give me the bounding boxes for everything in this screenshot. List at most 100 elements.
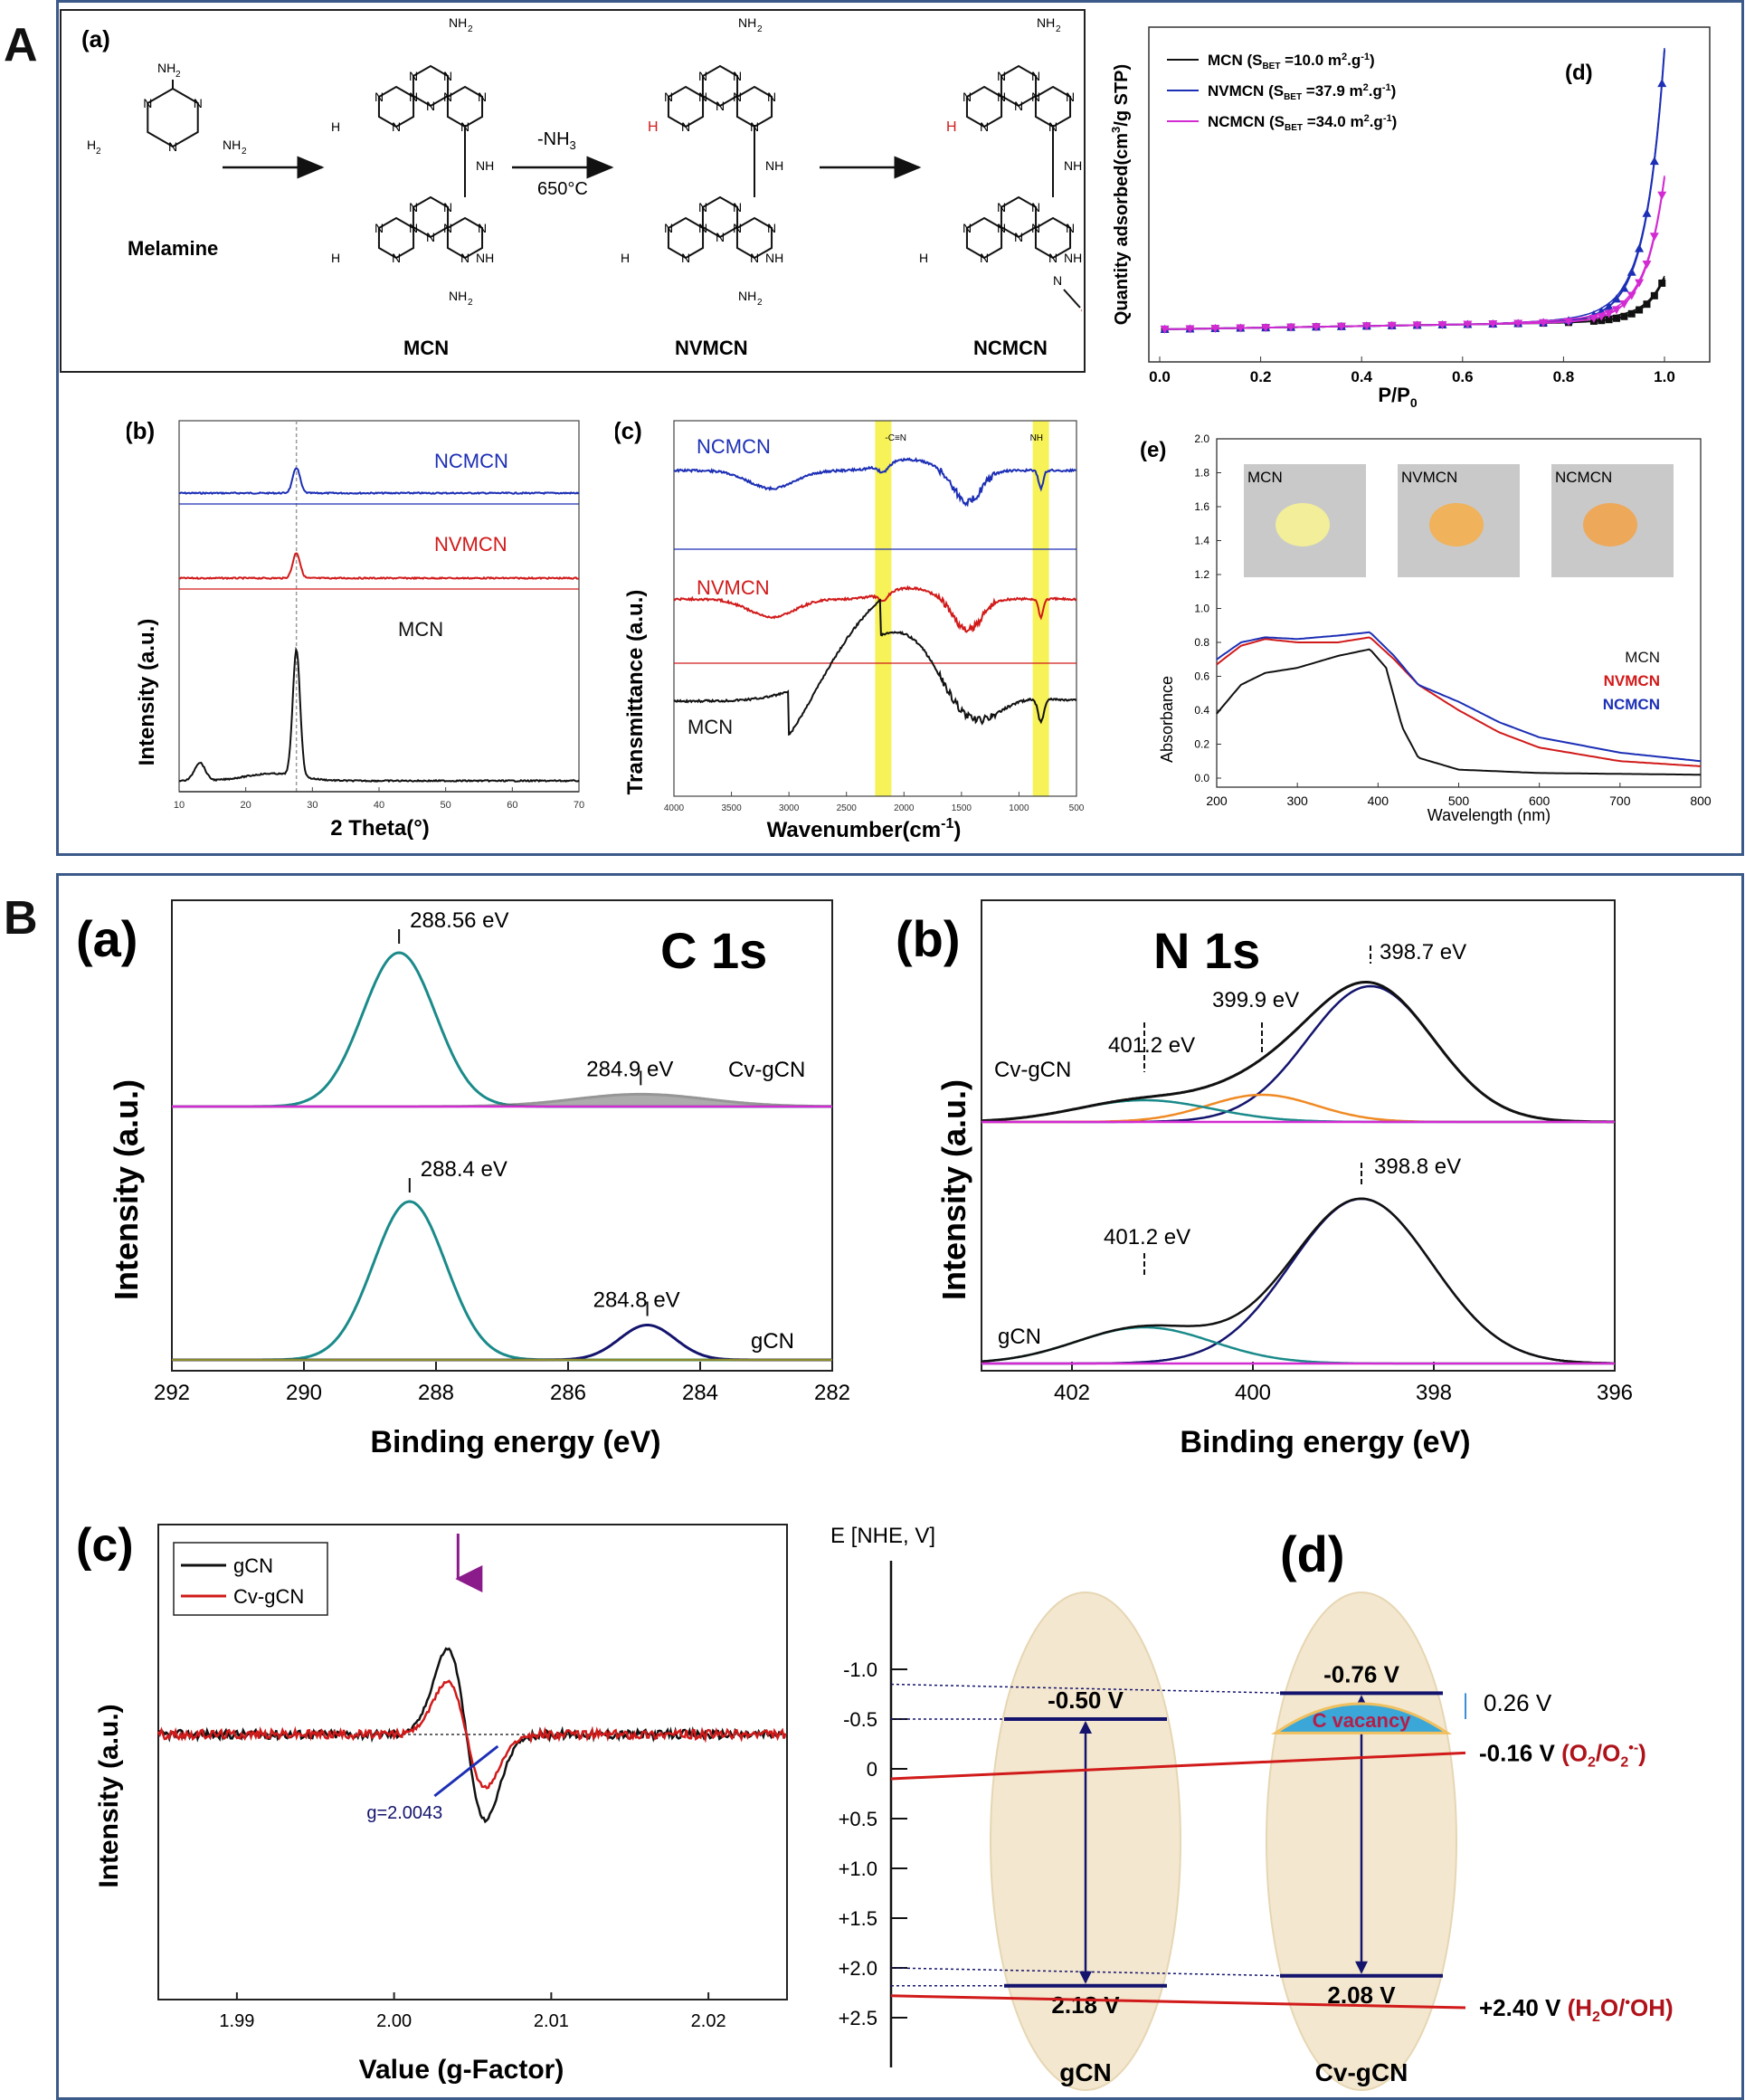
band-ytick-label: 0 <box>867 1758 877 1781</box>
xrd-series-label: NVMCN <box>434 533 507 556</box>
c1s-series-label: gCN <box>751 1329 794 1354</box>
bet-xtick-label: 0.4 <box>1351 368 1372 385</box>
xrd-xtick-label: 60 <box>507 800 517 811</box>
bet-desorption-line <box>1389 48 1665 327</box>
ring <box>701 64 739 108</box>
n-atom-text: N <box>980 251 989 265</box>
bet-marker <box>1619 299 1629 309</box>
n-atom-text: N <box>1066 221 1075 235</box>
bet-marker <box>1261 324 1271 333</box>
bet-marker <box>1563 318 1573 327</box>
ring <box>147 87 199 148</box>
n-atom-text: N <box>963 90 972 104</box>
bet-legend-part: -1 <box>1383 113 1392 124</box>
n-atom-text: N <box>733 90 742 104</box>
uvvis-xtick-label: 500 <box>1448 793 1470 808</box>
n1s-peak-label: 399.9 eV <box>1212 988 1299 1012</box>
ftir-xtick-label: 2000 <box>894 803 915 813</box>
uvvis-tag: (e) <box>1140 438 1166 462</box>
epr-g-arrow <box>433 1744 499 1798</box>
ring <box>1034 216 1072 260</box>
epr-legend-entry: gCN <box>233 1554 273 1577</box>
epr-xtick-label: 2.02 <box>691 2011 726 2031</box>
vacancy-h-text: H <box>648 119 659 135</box>
ftir-annotation-nh: NH <box>1030 433 1043 443</box>
band-ylabel: E [NHE, V] <box>830 1524 935 1548</box>
uvvis-ytick-label: 0.2 <box>1194 738 1209 751</box>
band-tag: (d) <box>1280 1525 1345 1582</box>
c1s-peak-label: 288.4 eV <box>421 1157 507 1182</box>
uvvis-ytick-label: 0.0 <box>1194 772 1209 784</box>
uvvis-chart: (e) Absorbance 0.0 0.2 0.4 0.6 0.8 1.0 1.2 1.4 1… <box>1140 432 1712 824</box>
ring <box>377 85 415 128</box>
n-atom-text: N <box>443 200 452 214</box>
bet-desorption-line <box>1389 175 1665 327</box>
xps-xtick-label: 396 <box>1597 1381 1633 1405</box>
bet-marker <box>1605 316 1613 324</box>
n-atom-text: N <box>1031 200 1040 214</box>
n1s-peak-label: 398.7 eV <box>1380 940 1466 964</box>
bet-tag: (d) <box>1565 61 1593 85</box>
bet-marker <box>1649 233 1659 242</box>
uvvis-series-line <box>1216 631 1702 763</box>
n1s-envelope <box>981 1197 1615 1364</box>
n-atom-text: N <box>664 221 673 235</box>
band-ytick-label: +2.0 <box>839 1957 877 1980</box>
bet-xtick-label: 0.2 <box>1250 368 1272 385</box>
n-atom-text: N <box>750 251 759 265</box>
uvvis-ytick-label: 0.8 <box>1194 636 1209 649</box>
c1s-title: C 1s <box>660 922 767 979</box>
cb-label: -0.76 V <box>1323 1660 1399 1687</box>
nvmcn-molecule: NNNNNNNNNNNNNNNNNNNH2HNHHNH2NH <box>621 15 783 308</box>
redox-potential-line <box>890 1994 1466 2010</box>
c1s-chart: (a) Intensity (a.u.) 292 290 288 286 284 282 2… <box>76 899 850 1459</box>
bet-legend-part: =34.0 m <box>1303 113 1364 130</box>
ring <box>667 216 705 260</box>
n-atom-text: N <box>460 251 469 265</box>
bet-legend-part: =37.9 m <box>1302 82 1363 100</box>
bet-legend-part: =10.0 m <box>1280 52 1342 69</box>
cb-label: -0.50 V <box>1048 1687 1124 1714</box>
n1s-envelope <box>981 981 1615 1124</box>
bet-legend-part: (S <box>1247 52 1262 69</box>
nh-text: NH <box>765 158 783 173</box>
epr-frame <box>157 1524 788 2000</box>
xrd-xlabel: 2 Theta(°) <box>330 816 430 841</box>
bet-xlabel: P/P0 <box>1378 384 1417 410</box>
n-atom-text: N <box>1048 251 1057 265</box>
ftir-xtick-label: 1500 <box>952 803 972 813</box>
uvvis-ytick-label: 1.6 <box>1194 500 1209 513</box>
bet-legend-entry: MCN (SBET =10.0 m2.g-1) <box>1208 52 1375 71</box>
h2n-text: H <box>87 138 96 152</box>
c1s-peak-label: 288.56 eV <box>410 908 508 933</box>
uvvis-series-line <box>1216 648 1702 776</box>
redox-value: +2.40 V <box>1479 1994 1568 2021</box>
sample-photo-label: NVMCN <box>1401 469 1457 486</box>
bet-marker <box>1635 279 1645 288</box>
c1s-tag: (a) <box>76 910 138 967</box>
n1s-tag: (b) <box>896 910 961 967</box>
uvvis-series-line <box>1216 636 1702 767</box>
n-atom-text: N <box>767 90 776 104</box>
bet-xtick-label: 0.6 <box>1452 368 1474 385</box>
bet-marker <box>1604 301 1614 310</box>
n-atom-text: N <box>767 221 776 235</box>
n-atom-text: N <box>478 221 487 235</box>
redox-couple-part: 2 <box>1588 1754 1596 1770</box>
uvvis-ytick-label: 1.0 <box>1194 603 1209 615</box>
scheme-tag: (a) <box>81 25 110 52</box>
n1s-series-label: Cv-gCN <box>994 1058 1071 1082</box>
bet-legend-part: ) <box>1370 52 1375 69</box>
band-gap-arrowhead <box>1355 1961 1368 1974</box>
n-atom-text: N <box>716 230 725 244</box>
bet-legend-part: BET <box>1285 123 1303 133</box>
ring <box>412 64 450 108</box>
nh2-text: NH <box>476 251 494 265</box>
uvvis-ytick-label: 1.2 <box>1194 568 1209 581</box>
n-atom-text: N <box>1031 221 1040 235</box>
epr-tag: (c) <box>76 1519 134 1572</box>
xps-xtick-label: 286 <box>550 1381 586 1405</box>
ftir-xtick-label: 2500 <box>837 803 858 813</box>
ring <box>701 195 739 239</box>
